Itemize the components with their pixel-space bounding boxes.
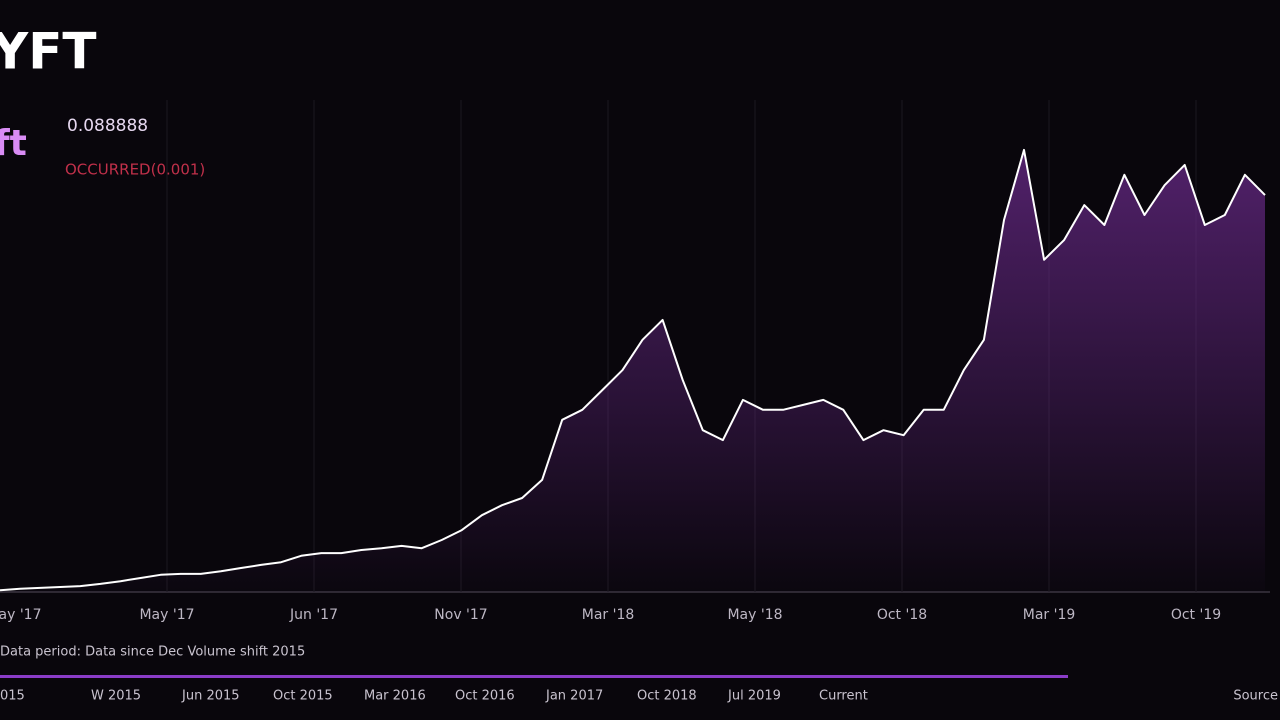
range-button[interactable]: Jun 2015 (181, 689, 240, 704)
range-button[interactable]: Current (819, 689, 868, 704)
ticker: YFT (0, 23, 96, 81)
x-tick-label: May '18 (727, 607, 782, 623)
x-tick-label: Oct '19 (1171, 607, 1221, 623)
x-tick-label: Nov '17 (434, 607, 487, 623)
logo: ft (0, 123, 27, 164)
range-button[interactable]: Jul 2019 (727, 689, 781, 704)
source: Source (1233, 689, 1278, 704)
range-button[interactable]: Oct 2015 (273, 689, 333, 704)
x-tick-label: Oct '18 (877, 607, 927, 623)
x-tick-label: Jun '17 (289, 607, 338, 623)
range-button[interactable]: Mar 2016 (364, 689, 426, 704)
range-button[interactable]: Oct 2018 (637, 689, 697, 704)
x-tick-label: Mar '18 (582, 607, 635, 623)
price: 0.088888 (67, 116, 148, 136)
range-button[interactable]: Oct 2016 (455, 689, 515, 704)
footer-note: Data period: Data since Dec Volume shift… (0, 645, 305, 660)
area-fill (0, 149, 1265, 592)
range-button[interactable]: 015 (0, 689, 25, 704)
x-tick-label: May '17 (139, 607, 194, 623)
range-buttons: 015 W 2015 Jun 2015 Oct 2015 Mar 2016 Oct 201… (0, 689, 868, 704)
progress-bar (0, 675, 1068, 678)
range-button[interactable]: W 2015 (91, 689, 141, 704)
price-line (0, 148, 1266, 592)
change: OCCURRED(0.001) (65, 161, 205, 179)
range-button[interactable]: Jan 2017 (545, 689, 603, 704)
x-tick-label: ay '17 (0, 607, 41, 623)
x-tick-label: Mar '19 (1023, 607, 1076, 623)
plot: ay '17 May '17 Jun '17 Nov '17 Mar '18 May '1… (0, 100, 1266, 623)
